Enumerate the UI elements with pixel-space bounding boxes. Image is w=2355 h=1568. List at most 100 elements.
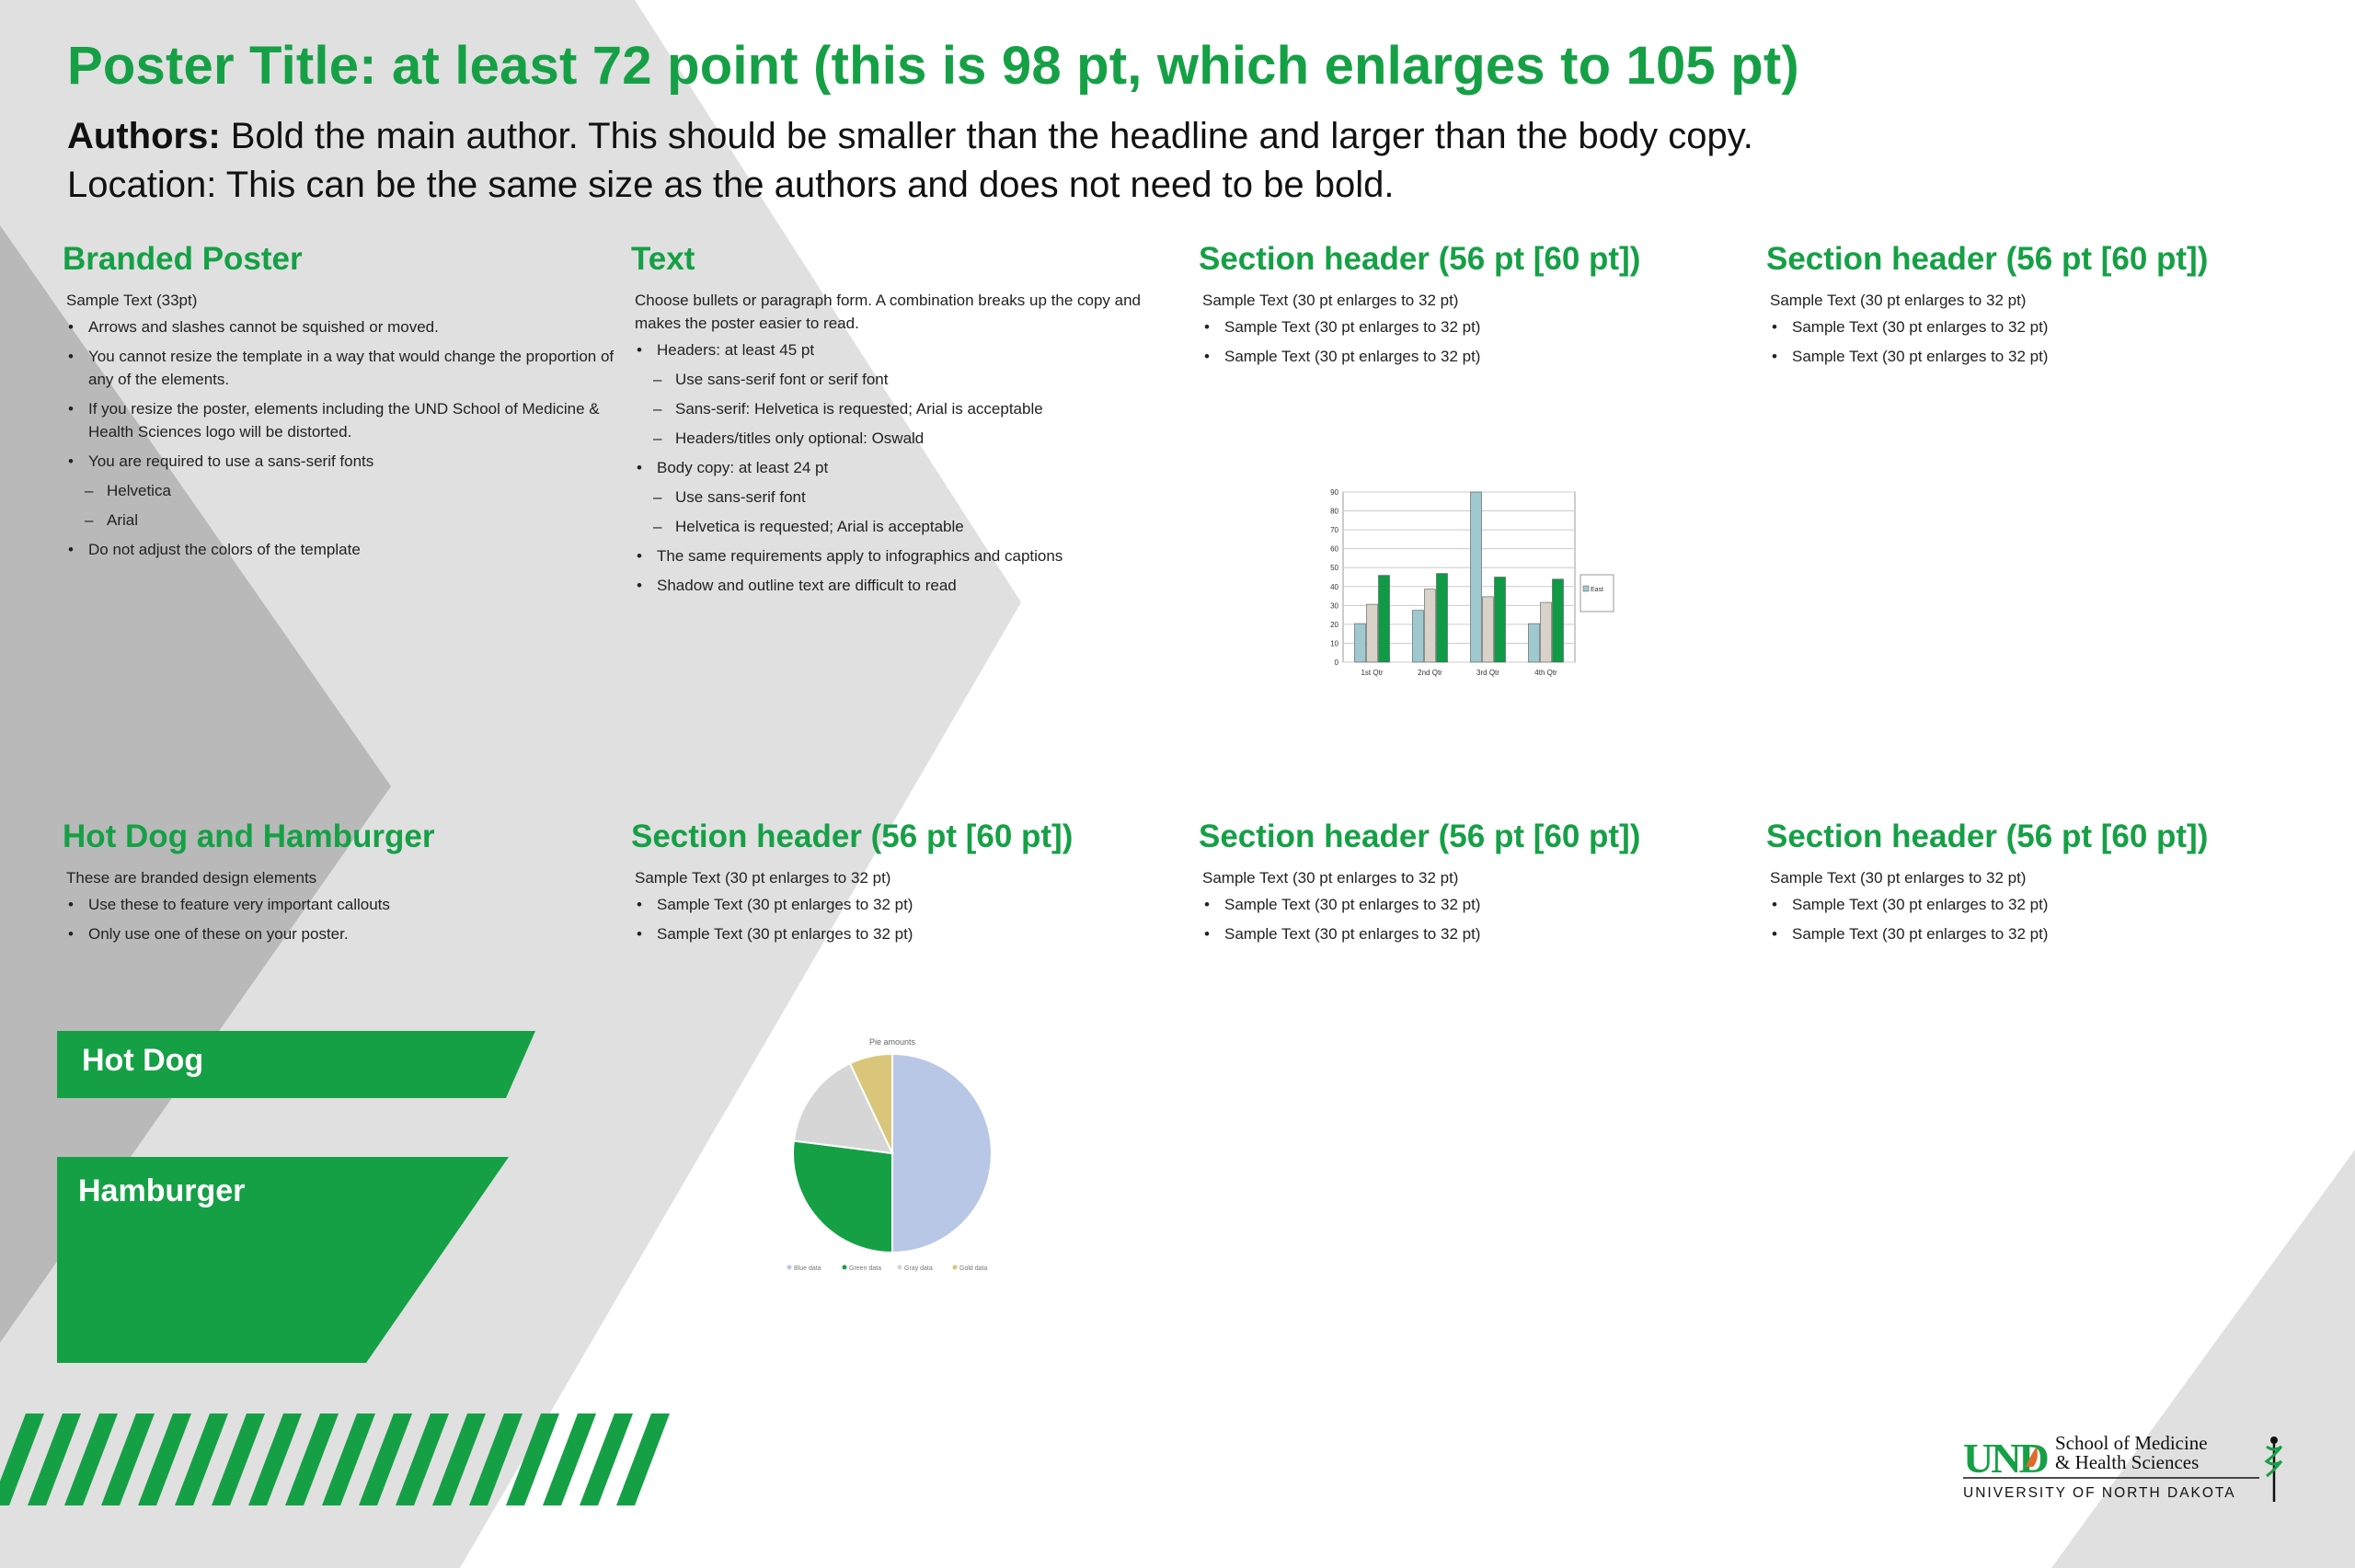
section-intro: Choose bullets or paragraph form. A comb… (635, 292, 1142, 332)
section-header: Text (631, 241, 695, 277)
authors-text: Bold the main author. This should be sma… (220, 116, 1753, 156)
legend-swatch (1582, 585, 1590, 592)
bar-chart: 0 10 20 30 40 50 60 70 80 90 1st Qtr 2nd Qtr 3rd Qtr… (1330, 488, 1614, 677)
bullet-list: Use these to feature very important call… (63, 893, 615, 945)
bar (1424, 589, 1436, 663)
hamburger-callout: Hamburger (78, 1173, 246, 1208)
logo-line-1: School of Medicine (2055, 1432, 2208, 1454)
bar (1378, 575, 1390, 663)
bullet-list: Sample Text (30 pt enlarges to 32 pt) Sa… (631, 893, 1183, 945)
section-8: Section header (56 pt [60 pt]) Sample Te… (1766, 818, 2318, 952)
section-header: Section header (56 pt [60 pt]) (1766, 818, 2209, 854)
bar (1470, 491, 1482, 663)
section-intro: Sample Text (30 pt enlarges to 32 pt) (1202, 292, 1459, 309)
section-intro: Sample Text (30 pt enlarges to 32 pt) (1770, 292, 2027, 309)
logo-line-3: UNIVERSITY OF NORTH DAKOTA (1963, 1485, 2236, 1501)
bar (1540, 601, 1552, 663)
logo-line-2: & Health Sciences (2055, 1451, 2199, 1473)
bar (1528, 623, 1540, 663)
list-item: Sample Text (30 pt enlarges to 32 pt) (631, 922, 1183, 945)
list-item: Arial (63, 509, 615, 532)
legend-label: East (1591, 587, 1603, 593)
bar (1436, 573, 1448, 663)
y-tick-label: 40 (1330, 583, 1338, 591)
list-item: Sample Text (30 pt enlarges to 32 pt) (1199, 315, 1751, 338)
list-item: Only use one of these on your poster. (63, 922, 615, 945)
section-branded-poster: Branded Poster Sample Text (33pt) Arrows… (63, 241, 615, 567)
legend-swatch (952, 1265, 958, 1270)
pie-slice (848, 1052, 893, 1154)
bullet-list: Sample Text (30 pt enlarges to 32 pt) Sa… (1199, 893, 1751, 945)
x-tick-label: 4th Qtr (1534, 669, 1557, 677)
y-tick-label: 30 (1330, 601, 1338, 610)
y-tick-label: 70 (1330, 526, 1338, 534)
bar (1482, 596, 1494, 663)
hot-dog-banner-shape (57, 1031, 535, 1098)
legend-swatch (787, 1265, 792, 1270)
location-line: Location: This can be the same size as t… (67, 165, 1395, 205)
plot-area (1342, 491, 1576, 663)
bullet-list: Sample Text (30 pt enlarges to 32 pt) Sa… (1199, 315, 1751, 368)
green-stripes (0, 1413, 670, 1505)
caduceus-icon (2264, 1436, 2283, 1502)
bullet-list: Sample Text (30 pt enlarges to 32 pt) Sa… (1766, 893, 2318, 945)
list-item: Body copy: at least 24 pt (631, 456, 1146, 479)
list-item: You cannot resize the template in a way … (63, 345, 615, 391)
bullet-list: Sample Text (30 pt enlarges to 32 pt) Sa… (1766, 315, 2318, 368)
section-header: Hot Dog and Hamburger (63, 818, 435, 854)
list-item: Use these to feature very important call… (63, 893, 615, 916)
section-7: Section header (56 pt [60 pt]) Sample Te… (1199, 818, 1751, 952)
pie-slice (891, 1052, 993, 1254)
list-item: Sample Text (30 pt enlarges to 32 pt) (1766, 345, 2318, 368)
section-4: Section header (56 pt [60 pt]) Sample Te… (1766, 241, 2318, 374)
section-intro: These are branded design elements (66, 869, 317, 887)
y-tick-label: 90 (1330, 488, 1338, 497)
legend-label: Gray data (904, 1265, 933, 1272)
list-item: Sample Text (30 pt enlarges to 32 pt) (1199, 893, 1751, 916)
y-tick-label: 10 (1330, 639, 1338, 647)
list-item: Sample Text (30 pt enlarges to 32 pt) (1766, 893, 2318, 916)
bar (1552, 578, 1564, 663)
legend-swatch (897, 1265, 902, 1270)
section-3: Section header (56 pt [60 pt]) Sample Te… (1199, 241, 1751, 374)
authors-line: Authors: Bold the main author. This shou… (67, 116, 1753, 157)
pie-slice (792, 1061, 894, 1155)
section-header: Branded Poster (63, 241, 303, 277)
bar (1412, 610, 1424, 663)
list-item: Do not adjust the colors of the template (63, 538, 615, 561)
list-item: Sample Text (30 pt enlarges to 32 pt) (631, 893, 1183, 916)
bullet-list: Headers: at least 45 pt Use sans-serif f… (631, 338, 1146, 597)
poster-title: Poster Title: at least 72 point (this is… (67, 36, 1799, 96)
section-header: Section header (56 pt [60 pt]) (1199, 241, 1641, 277)
section-header: Section header (56 pt [60 pt]) (631, 818, 1074, 854)
section-header: Section header (56 pt [60 pt]) (1199, 818, 1641, 854)
list-item: You are required to use a sans-serif fon… (63, 450, 615, 473)
pie-slice (792, 1139, 893, 1254)
list-item: The same requirements apply to infograph… (631, 544, 1146, 567)
list-item: Sample Text (30 pt enlarges to 32 pt) (1199, 922, 1751, 945)
hamburger-box-shape (57, 1157, 509, 1363)
background-corner-triangle (2051, 1150, 2355, 1568)
list-item: Use sans-serif font or serif font (631, 368, 1146, 391)
section-header: Section header (56 pt [60 pt]) (1766, 241, 2209, 277)
list-item: Sample Text (30 pt enlarges to 32 pt) (1766, 922, 2318, 945)
list-item: Arrows and slashes cannot be squished or… (63, 315, 615, 338)
list-item: If you resize the poster, elements inclu… (63, 397, 615, 443)
authors-label: Authors: (67, 116, 221, 156)
pie-title: Pie amounts (869, 1037, 916, 1047)
list-item: Headers: at least 45 pt (631, 338, 1146, 361)
list-item: Helvetica (63, 479, 615, 502)
list-item: Use sans-serif font (631, 486, 1146, 509)
list-item: Shadow and outline text are difficult to… (631, 574, 1146, 597)
x-tick-label: 1st Qtr (1361, 669, 1383, 677)
pie-chart: Pie amounts Blue data Green data Gray data G… (787, 1037, 993, 1272)
section-intro: Sample Text (30 pt enlarges to 32 pt) (635, 869, 891, 887)
bar (1354, 623, 1366, 663)
list-item: Helvetica is requested; Arial is accepta… (631, 515, 1146, 538)
list-item: Sample Text (30 pt enlarges to 32 pt) (1199, 345, 1751, 368)
section-6: Section header (56 pt [60 pt]) Sample Te… (631, 818, 1183, 952)
y-tick-label: 60 (1330, 545, 1338, 554)
y-tick-label: 50 (1330, 564, 1338, 572)
bar (1366, 603, 1378, 663)
